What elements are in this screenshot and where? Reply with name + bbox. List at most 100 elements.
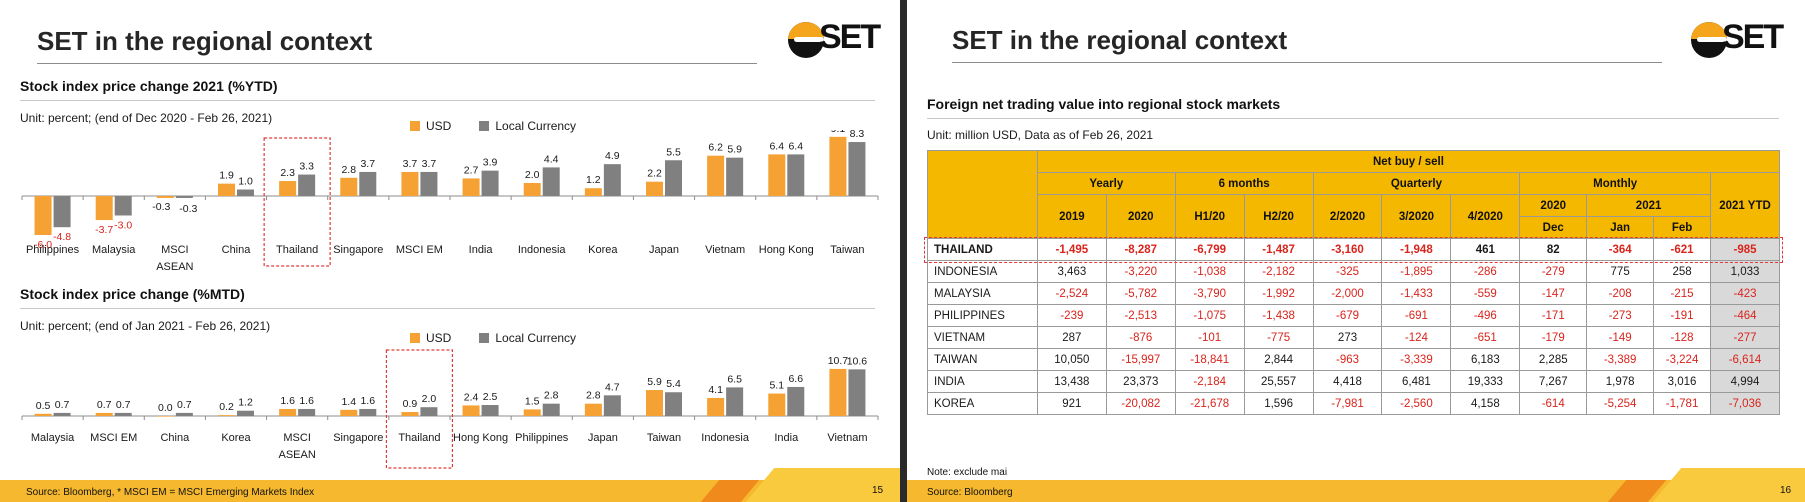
- category-label: Malaysia: [92, 244, 136, 256]
- category-label: Japan: [588, 432, 618, 444]
- bar-usd: [218, 415, 235, 416]
- category-label: Singapore: [333, 244, 383, 256]
- row-country: INDIA: [927, 370, 1038, 393]
- page-title: SET in the regional context: [952, 25, 1288, 55]
- table-cell: -15,997: [1105, 348, 1176, 371]
- table-cell: 273: [1312, 326, 1383, 349]
- bar-usd: [34, 413, 52, 416]
- col-h2-20: H2/20: [1243, 194, 1314, 239]
- category-label: Thailand: [276, 244, 318, 256]
- data-label-local: 2.0: [422, 393, 437, 405]
- table-cell: -6,799: [1174, 238, 1245, 261]
- highlight-box: [385, 349, 454, 469]
- bar-local: [298, 174, 316, 196]
- bar-usd: [523, 183, 541, 196]
- data-label-local: 0.7: [177, 399, 192, 411]
- data-label-local: 5.9: [727, 144, 742, 156]
- col-year-2021: 2021: [1586, 194, 1712, 217]
- category-label: Hong Kong: [453, 432, 508, 444]
- legend-label-local: Local Currency: [495, 331, 577, 345]
- chart1-legend: USD Local Currency: [410, 119, 576, 133]
- bar-local: [237, 189, 254, 196]
- bar-usd: [279, 408, 297, 416]
- table-cell: -20,082: [1105, 392, 1176, 415]
- category-label: Japan: [649, 244, 679, 256]
- table-cell: -3,160: [1312, 238, 1383, 261]
- data-label-usd: 0.9: [403, 398, 418, 410]
- data-label-local: 1.6: [299, 395, 314, 407]
- group-quarterly: Quarterly: [1312, 172, 1521, 195]
- bar-local: [787, 386, 805, 416]
- legend-swatch-local: [479, 121, 490, 131]
- table-cell: -2,513: [1105, 304, 1176, 327]
- data-label-local: 6.6: [788, 373, 803, 385]
- data-label-usd: -6.0: [34, 239, 52, 251]
- category-label: Malaysia: [31, 432, 75, 444]
- data-label-usd: 5.9: [647, 376, 662, 388]
- data-label-local: 4.9: [605, 150, 620, 162]
- table-cell: -208: [1586, 282, 1655, 305]
- col-year-2020: 2020: [1519, 194, 1588, 217]
- category-label: Indonesia: [701, 432, 750, 444]
- group-yearly: Yearly: [1036, 172, 1176, 195]
- table-cell: -1,433: [1381, 282, 1452, 305]
- set-logo: SET: [788, 18, 881, 60]
- table-cell: -3,220: [1105, 260, 1176, 283]
- data-label-usd: 2.4: [464, 391, 479, 403]
- bar-local: [848, 142, 866, 196]
- data-label-usd: -3.7: [95, 224, 113, 236]
- legend-swatch-usd: [410, 121, 420, 131]
- legend-label-usd: USD: [426, 331, 452, 345]
- category-label: Thailand: [398, 432, 440, 444]
- table-cell: -1,992: [1243, 282, 1314, 305]
- bar-local: [481, 170, 499, 196]
- bar-local: [175, 412, 193, 416]
- table-cell: 82: [1519, 238, 1588, 261]
- table-cell: -1,038: [1174, 260, 1245, 283]
- table-cell-ytd: -464: [1710, 304, 1780, 327]
- footer-band: Source: Bloomberg 16: [907, 468, 1805, 502]
- table-cell: -364: [1586, 238, 1655, 261]
- row-country: TAIWAN: [927, 348, 1038, 371]
- table-cell: 6,481: [1381, 370, 1452, 393]
- table-cell-ytd: 4,994: [1710, 370, 1780, 393]
- data-label-local: 6.4: [788, 140, 803, 152]
- bar-local: [114, 196, 132, 216]
- category-label: China: [222, 244, 252, 256]
- table-body: THAILAND -1,495 -8,287 -6,799 -1,487 -3,160 -1…: [927, 238, 1780, 415]
- data-label-local: 0.7: [116, 399, 131, 411]
- category-label: Korea: [221, 432, 251, 444]
- bar-usd: [340, 177, 358, 196]
- data-label-local: 1.0: [238, 176, 253, 188]
- table-cell: -1,495: [1036, 238, 1107, 261]
- chart2-rule: [20, 308, 875, 309]
- category-label: ASEAN: [156, 261, 193, 273]
- bar-local: [359, 408, 377, 416]
- category-label: Indonesia: [518, 244, 567, 256]
- title-underline: [37, 63, 757, 64]
- col-feb: Feb: [1653, 216, 1712, 239]
- bar-usd: [829, 368, 847, 416]
- bar-usd: [218, 183, 235, 196]
- table-cell-ytd: -7,036: [1710, 392, 1780, 415]
- bar-usd: [462, 405, 480, 416]
- bar-usd: [279, 181, 297, 196]
- category-label: China: [160, 432, 190, 444]
- data-label-usd: 0.5: [36, 400, 51, 412]
- category-label: Taiwan: [830, 244, 864, 256]
- table-cell: -3,389: [1586, 348, 1655, 371]
- data-label-local: 2.5: [483, 391, 498, 403]
- data-label-usd: 2.7: [464, 164, 479, 176]
- data-label-usd: 4.1: [708, 384, 723, 396]
- table-cell: -8,287: [1105, 238, 1176, 261]
- table-cell: -1,948: [1381, 238, 1452, 261]
- table-cell: -147: [1519, 282, 1588, 305]
- table-row: THAILAND -1,495 -8,287 -6,799 -1,487 -3,160 -1…: [927, 238, 1780, 261]
- header-2021-ytd: 2021 YTD: [1710, 172, 1780, 239]
- category-label: Vietnam: [705, 244, 745, 256]
- set-logo-text: SET: [819, 18, 881, 56]
- bar-usd: [523, 409, 541, 416]
- bar-usd: [584, 188, 602, 196]
- bar-usd: [646, 390, 663, 416]
- highlight-box: [263, 137, 331, 267]
